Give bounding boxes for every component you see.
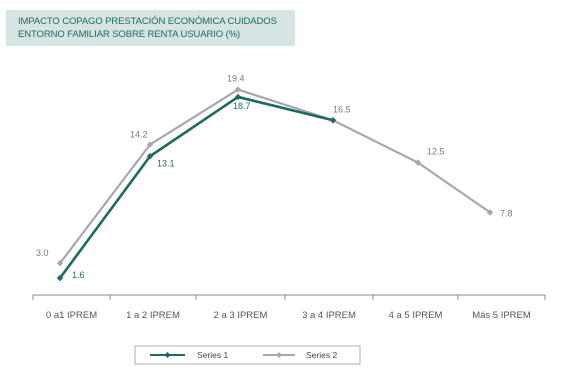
series-1-data-label: 18.7 [233, 101, 251, 111]
series-2-point [146, 141, 154, 148]
series-2-data-label: 19.4 [227, 74, 245, 84]
series-1-point [56, 274, 64, 282]
series-1-data-label: 13.1 [157, 158, 175, 168]
x-tick-label: Más 5 IPREM [472, 310, 531, 321]
series-1-data-label: 1.6 [72, 270, 85, 280]
chart-title-box: IMPACTO COPAGO PRESTACIÓN ECONÓMICA CUID… [6, 10, 295, 46]
series-1-point [329, 117, 337, 124]
series-2-data-label: 7.8 [500, 208, 513, 218]
series-1-point [146, 153, 154, 160]
x-tick-label: 4 a 5 IPREM [389, 310, 443, 321]
legend-box [134, 345, 361, 365]
x-tick-label: 2 a 3 IPREM [214, 310, 268, 321]
series-2-data-label: 3.0 [36, 248, 49, 258]
x-tick-label: 0 a1 IPREM [46, 310, 97, 321]
legend-series-2-label: Series 2 [306, 350, 337, 360]
legend-series-1-marker [164, 352, 171, 358]
series-2-data-label: 14.2 [130, 130, 148, 140]
legend-series-2-marker [276, 352, 282, 358]
series-2-point [486, 209, 494, 216]
x-tick-label: 1 a 2 IPREM [126, 310, 180, 321]
chart-title-line-2: ENTORNO FAMILIAR SOBRE RENTA USUARIO (%) [18, 29, 241, 40]
series-2-data-label: 16.5 [333, 104, 351, 114]
x-tick-label: 3 a 4 IPREM [302, 310, 356, 321]
chart-title-line-1: IMPACTO COPAGO PRESTACIÓN ECONÓMICA CUID… [18, 16, 277, 27]
series-2-data-label: 12.5 [427, 147, 445, 157]
series-2-point [414, 159, 422, 166]
series-2-point [56, 260, 64, 267]
legend-series-1-label: Series 1 [197, 350, 228, 360]
series-1-line [58, 95, 334, 279]
series-2-point [234, 86, 242, 93]
series-1-point [234, 93, 242, 101]
series-2-line [59, 88, 491, 264]
